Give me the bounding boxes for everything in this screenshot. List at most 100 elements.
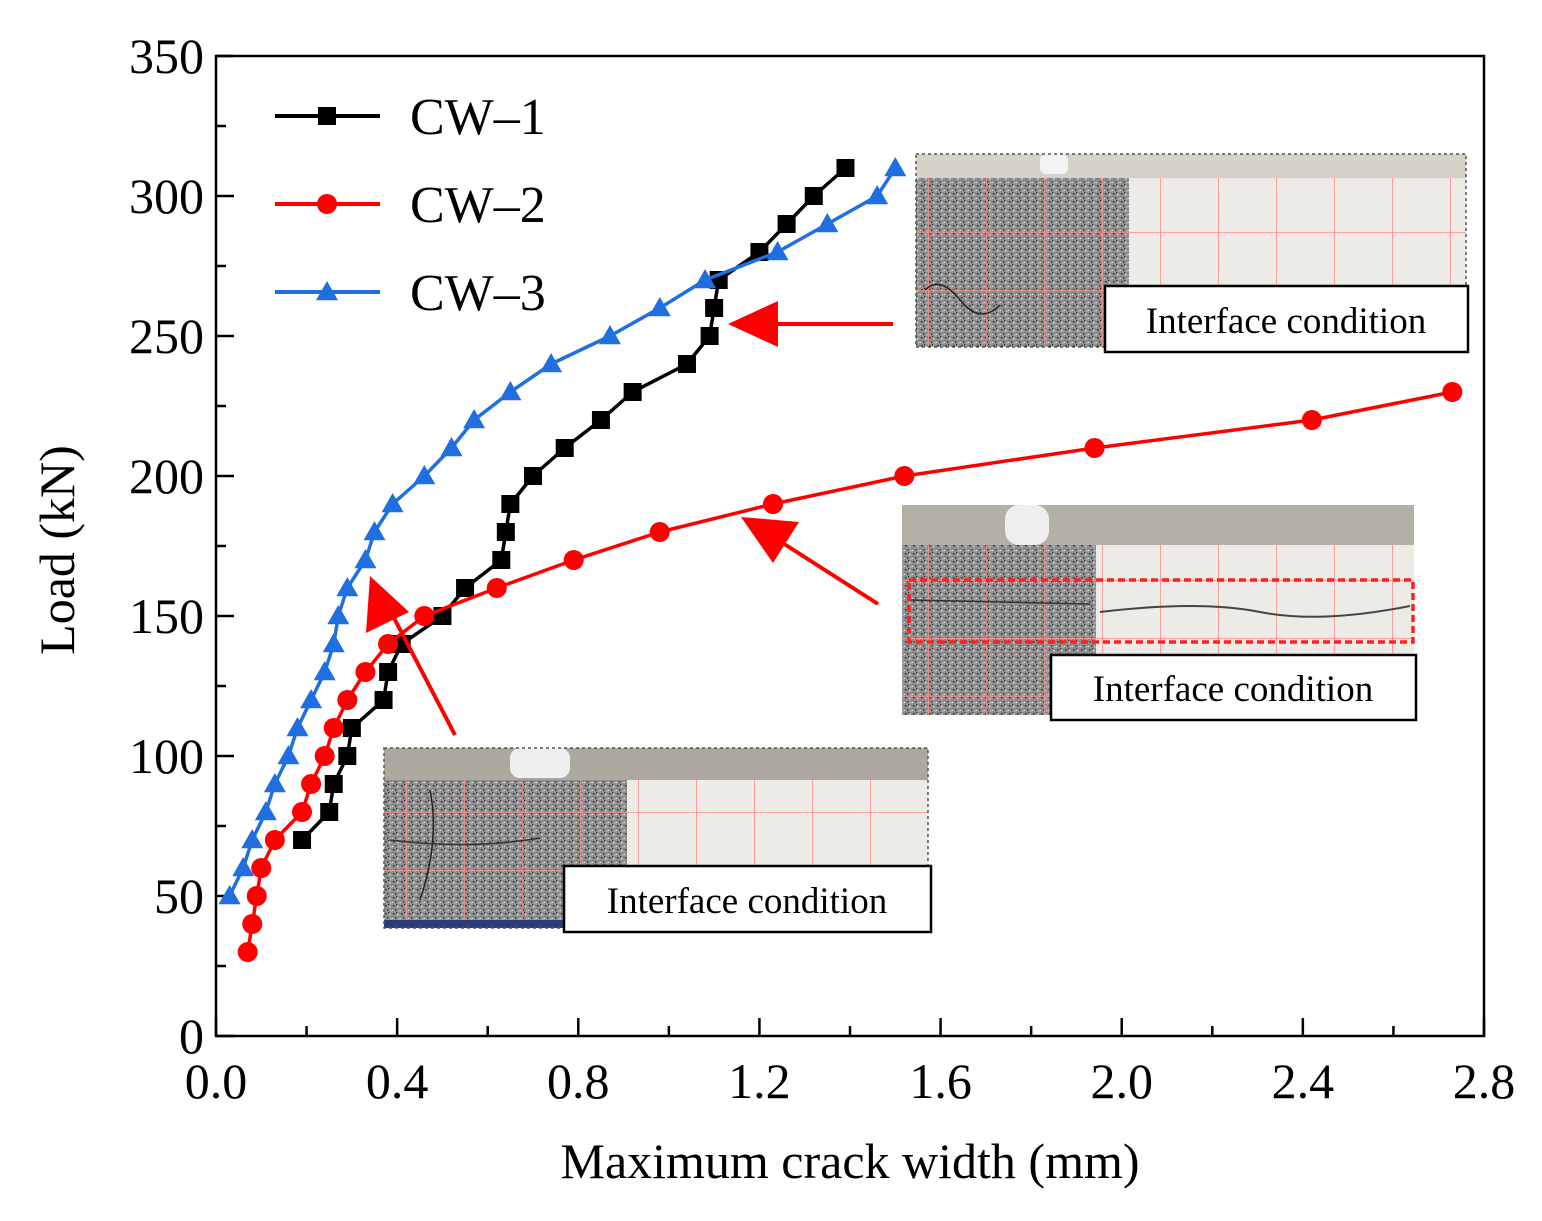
x-tick-label: 1.6 <box>909 1053 972 1109</box>
legend-marker <box>316 281 338 301</box>
data-point <box>836 159 855 177</box>
data-point <box>496 523 515 541</box>
data-point <box>563 550 584 570</box>
data-point <box>264 830 285 850</box>
legend-marker <box>317 194 337 214</box>
axis-tick-labels: 0.0 0.4 0.8 1.2 1.6 2.0 2.4 2.8 0 50 100 150 200 250 3… <box>129 28 1515 1109</box>
y-tick-label: 350 <box>129 28 204 84</box>
x-axis-label: Maximum crack width (mm) <box>560 1133 1139 1189</box>
data-point <box>623 383 642 401</box>
y-tick-label: 0 <box>179 1008 204 1064</box>
arrow-top <box>728 301 893 347</box>
data-point <box>242 914 263 934</box>
data-point <box>355 662 376 682</box>
inset-label-bottom-text: Interface condition <box>607 881 887 922</box>
data-point <box>1301 410 1322 430</box>
data-point <box>338 747 357 765</box>
inset-label-middle-text: Interface condition <box>1093 669 1373 710</box>
legend-label: CW–1 <box>410 89 546 146</box>
x-tick-label: 0.0 <box>185 1053 248 1109</box>
data-point <box>342 719 361 737</box>
data-point <box>300 689 323 709</box>
data-point <box>413 465 436 485</box>
arrow-bottom <box>366 576 457 736</box>
data-point <box>241 829 264 849</box>
x-tick-label: 2.0 <box>1090 1053 1153 1109</box>
data-point <box>414 606 435 626</box>
data-point <box>379 663 398 681</box>
data-point <box>763 494 784 514</box>
legend-marker <box>318 107 336 125</box>
legend-item: CW–3 <box>275 265 546 322</box>
data-point <box>237 942 258 962</box>
data-point <box>591 411 610 429</box>
data-point <box>524 467 542 485</box>
data-point <box>499 381 522 401</box>
data-point <box>363 521 386 541</box>
x-tick-label: 2.4 <box>1272 1053 1335 1109</box>
data-point <box>323 718 344 738</box>
data-point <box>218 885 241 905</box>
data-point <box>501 495 520 513</box>
data-point <box>313 661 336 681</box>
annotation-arrows <box>366 301 893 736</box>
arrow-middle <box>741 517 880 606</box>
data-point <box>381 493 404 513</box>
data-point <box>463 409 486 429</box>
data-point <box>648 297 671 317</box>
y-tick-label: 150 <box>129 588 204 644</box>
inset-label-top-text: Interface condition <box>1146 301 1426 342</box>
data-point <box>540 353 563 373</box>
inset-label-middle: Interface condition <box>1049 653 1418 722</box>
data-point <box>314 746 335 766</box>
x-tick-label: 0.8 <box>547 1053 610 1109</box>
x-tick-label: 1.2 <box>728 1053 791 1109</box>
data-point <box>777 215 796 233</box>
data-point <box>232 857 255 877</box>
inset-label-top: Interface condition <box>1103 284 1470 354</box>
data-point <box>254 801 277 821</box>
data-point <box>866 185 889 205</box>
y-tick-label: 100 <box>129 728 204 784</box>
data-point <box>246 886 267 906</box>
data-point <box>766 241 789 261</box>
data-point <box>320 803 339 821</box>
data-point <box>322 633 345 653</box>
data-point <box>293 831 312 849</box>
data-point <box>456 579 475 597</box>
data-point <box>705 299 724 317</box>
data-point <box>277 745 300 765</box>
data-point <box>374 691 393 709</box>
data-point <box>492 551 511 569</box>
x-tick-label: 0.4 <box>366 1053 429 1109</box>
legend-label: CW–2 <box>410 177 546 234</box>
data-point <box>894 466 915 486</box>
y-axis-label: Load (kN) <box>29 445 85 655</box>
data-point <box>486 578 507 598</box>
data-point <box>336 577 359 597</box>
data-point <box>263 773 286 793</box>
data-point <box>286 717 309 737</box>
data-point <box>1084 438 1105 458</box>
data-point <box>816 213 839 233</box>
inset-label-bottom: Interface condition <box>562 864 933 934</box>
data-point <box>378 634 399 654</box>
data-point <box>354 549 377 569</box>
y-tick-label: 200 <box>129 448 204 504</box>
data-point <box>700 327 719 345</box>
data-point <box>251 858 272 878</box>
interface-highlight-box <box>907 578 1415 644</box>
data-point <box>555 439 574 457</box>
legend-item: CW–2 <box>275 177 546 234</box>
data-point <box>694 269 717 289</box>
data-point <box>327 605 350 625</box>
series-3 <box>218 157 907 905</box>
y-tick-label: 50 <box>154 868 204 924</box>
y-tick-label: 300 <box>129 168 204 224</box>
legend: CW–1 CW–2 CW–3 <box>275 89 546 322</box>
data-point <box>324 775 343 793</box>
data-point <box>292 802 313 822</box>
series-1 <box>293 159 855 849</box>
